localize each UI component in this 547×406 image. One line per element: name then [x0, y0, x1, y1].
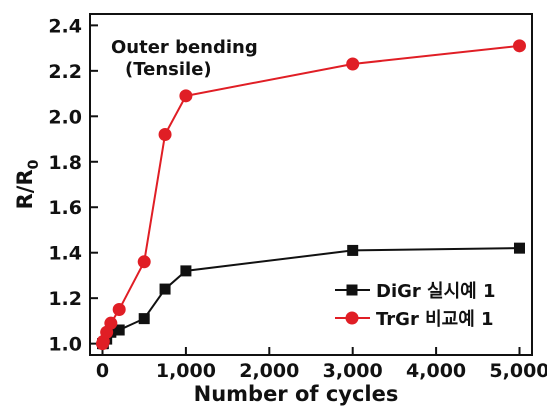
x-tick-label: 0	[96, 360, 109, 382]
y-tick-label: 1.0	[48, 334, 82, 356]
data-point	[112, 303, 126, 317]
data-point	[512, 39, 526, 53]
data-point	[158, 127, 172, 141]
data-point	[137, 255, 151, 269]
x-tick-label: 2,000	[239, 360, 299, 382]
series-trgr	[96, 39, 526, 351]
y-tick-label: 1.4	[48, 243, 82, 265]
data-point	[346, 57, 360, 71]
data-point	[347, 244, 359, 256]
legend-marker	[345, 311, 359, 325]
legend-label: TrGr 비교예 1	[376, 309, 494, 330]
x-tick-label: 4,000	[406, 360, 466, 382]
x-tick-label: 3,000	[323, 360, 383, 382]
x-axis-title: Number of cycles	[194, 382, 399, 406]
legend-marker	[346, 284, 358, 296]
x-tick-label: 1,000	[156, 360, 216, 382]
plot-layer	[89, 13, 533, 356]
data-point	[179, 89, 193, 103]
legend-item: DiGr 실시예 1	[335, 281, 496, 302]
legend-label: DiGr 실시예 1	[376, 281, 496, 302]
legend-item: TrGr 비교예 1	[335, 309, 494, 330]
data-point	[138, 313, 150, 325]
data-point	[180, 265, 192, 277]
annotation-line: Outer bending	[111, 37, 258, 58]
data-point	[104, 316, 118, 330]
data-point	[159, 283, 171, 295]
y-tick-label: 1.6	[48, 197, 82, 219]
y-axis-title-main: R/R	[13, 169, 37, 209]
annotation-line: (Tensile)	[125, 59, 212, 80]
x-tick-label: 5,000	[489, 360, 547, 382]
axes-layer: 0 1,000 2,000 3,000 4,000 5,000 1.0 1.2 1.4 1.6 1.…	[48, 15, 547, 382]
series-layer	[96, 39, 526, 351]
data-point	[513, 242, 525, 254]
plot-frame	[89, 13, 533, 356]
y-tick-label: 1.2	[48, 288, 82, 310]
y-tick-label: 2.0	[48, 106, 82, 128]
y-axis-title-subscript: 0	[26, 159, 42, 169]
y-tick-label: 2.2	[48, 61, 82, 83]
data-point	[113, 324, 125, 336]
legend: DiGr 실시예 1 TrGr 비교예 1	[335, 281, 496, 330]
y-axis-title: R/R0	[13, 159, 42, 209]
y-tick-label: 2.4	[48, 15, 82, 37]
y-tick-label: 1.8	[48, 152, 82, 174]
